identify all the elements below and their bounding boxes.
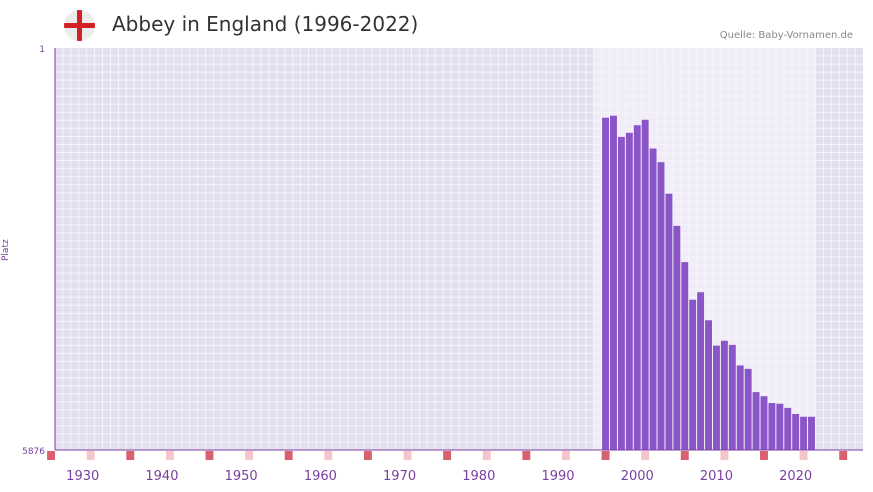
bar-1999	[625, 132, 633, 450]
x-tick-label-1950: 1950	[225, 469, 258, 484]
bar-2017	[768, 403, 776, 450]
bar-2019	[784, 407, 792, 450]
decade-marker-1926	[47, 451, 55, 460]
decade-marker-2006	[680, 451, 689, 460]
bar-2010	[712, 345, 720, 450]
midyear-marker-2011	[720, 451, 729, 460]
y-tick-label-top: 1	[39, 45, 45, 55]
bar-2015	[752, 392, 760, 450]
x-tick-label-1930: 1930	[66, 469, 99, 484]
midyear-marker-1931	[86, 451, 95, 460]
bar-2009	[705, 320, 712, 450]
midyear-marker-1991	[561, 451, 570, 460]
y-tick-label-bottom: 5876	[22, 447, 45, 457]
x-tick-label-1960: 1960	[304, 469, 337, 484]
decade-marker-1956	[284, 451, 293, 460]
midyear-marker-1951	[245, 451, 254, 460]
bar-2002	[649, 148, 657, 451]
decade-marker-1946	[205, 451, 214, 460]
bar-2000	[633, 125, 641, 450]
decade-marker-1996	[601, 451, 610, 460]
chart-header: Abbey in England (1996-2022) Quelle: Bab…	[0, 0, 873, 48]
decade-marker-1936	[126, 451, 135, 460]
bar-2003	[657, 162, 665, 450]
bar-2022	[808, 416, 815, 450]
decade-marker-1986	[522, 451, 531, 460]
bar-2012	[728, 344, 736, 450]
bar-2014	[744, 368, 752, 450]
bar-2001	[641, 119, 649, 450]
bar-2016	[760, 396, 768, 450]
england-flag-icon	[64, 10, 95, 41]
decade-marker-2016	[760, 451, 768, 460]
bar-2008	[697, 292, 705, 450]
x-tick-label-1980: 1980	[462, 469, 495, 484]
midyear-marker-2021	[799, 451, 808, 460]
midyear-marker-1971	[403, 451, 412, 460]
midyear-marker-1961	[324, 451, 333, 460]
x-tick-label-2020: 2020	[779, 469, 812, 484]
decade-marker-1976	[443, 451, 452, 460]
bar-2011	[720, 340, 728, 450]
midyear-marker-1981	[482, 451, 491, 460]
bar-1996	[602, 117, 610, 450]
bar-2020	[792, 414, 800, 450]
decade-marker-2026	[839, 451, 848, 460]
decade-marker-1966	[363, 451, 372, 460]
bar-1998	[617, 136, 625, 450]
x-tick-label-1940: 1940	[145, 469, 178, 484]
midyear-marker-2001	[641, 451, 650, 460]
bar-2006	[681, 262, 689, 450]
bar-2021	[800, 416, 808, 450]
source-credit: Quelle: Baby-Vornamen.de	[719, 30, 853, 41]
chart-title: Abbey in England (1996-2022)	[112, 12, 419, 36]
x-tick-label-2000: 2000	[621, 469, 654, 484]
bar-2005	[673, 225, 681, 450]
flag-cross-vertical	[77, 10, 82, 41]
bar-1997	[610, 115, 617, 450]
bar-2007	[689, 299, 697, 450]
x-tick-label-1970: 1970	[383, 469, 416, 484]
midyear-marker-1941	[165, 451, 174, 460]
bar-2004	[665, 193, 673, 450]
bar-2018	[776, 403, 784, 450]
x-tick-label-1990: 1990	[541, 469, 574, 484]
x-tick-label-2010: 2010	[700, 469, 733, 484]
bar-2013	[736, 365, 744, 450]
